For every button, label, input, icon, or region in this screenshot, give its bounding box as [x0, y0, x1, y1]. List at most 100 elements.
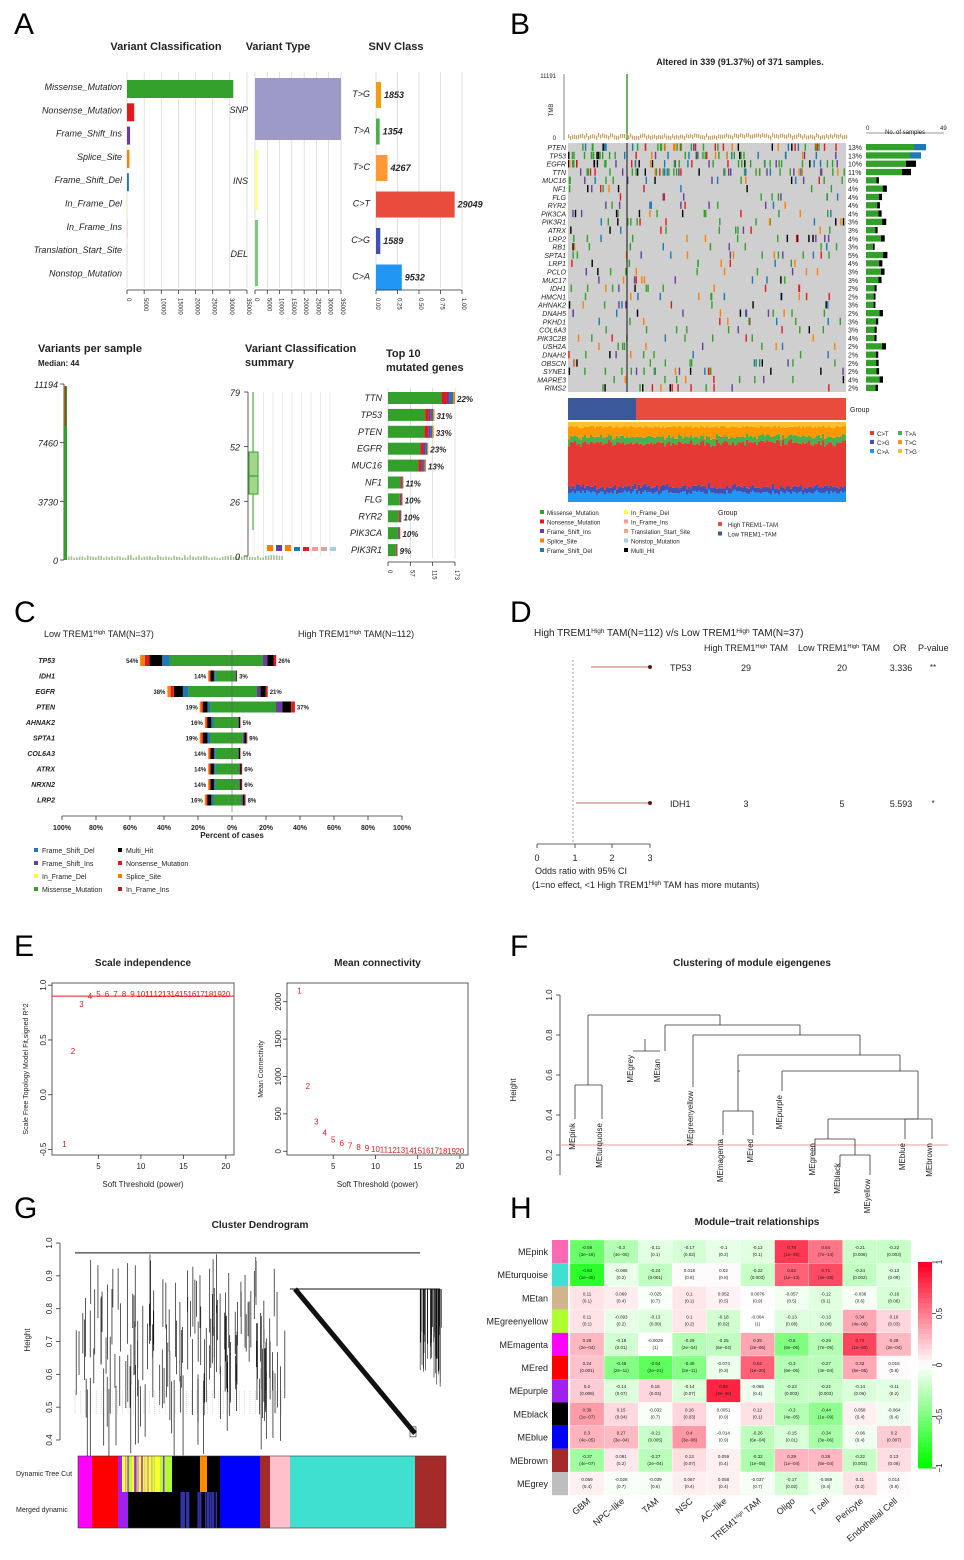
h-cell-pvalue: (0.3)	[719, 1368, 729, 1373]
b-mutation-cell	[843, 168, 845, 176]
c-left-segment	[210, 748, 214, 759]
b-spectrum-bar	[688, 487, 690, 493]
h-cell-pvalue: (0.1)	[753, 1414, 763, 1419]
a1-cat-label: In_Frame_Del	[65, 199, 123, 209]
h-scale-step	[918, 1416, 932, 1423]
b-spectrum-bar	[762, 440, 764, 488]
b-spectrum-bar	[586, 422, 588, 427]
b-spectrum-bar	[638, 484, 640, 492]
b-spectrum-bar	[792, 442, 794, 487]
c-right-segment	[232, 763, 240, 775]
b-mutation-cell	[727, 168, 730, 176]
b-spectrum-bar	[718, 427, 720, 436]
a1-x-tick-label: 5000	[142, 298, 148, 312]
c-right-label: 6%	[244, 768, 253, 774]
b-spectrum-bar	[622, 442, 624, 488]
b-snv-legend-label: T>G	[905, 450, 917, 456]
b-spectrum-bar	[838, 422, 840, 428]
h-scale-step	[918, 1308, 932, 1314]
b-mutation-cell	[777, 143, 779, 151]
a1-x-tick-label: 25000	[211, 298, 217, 315]
b-mutation-cell	[673, 160, 676, 168]
a1-cat-label: In_Frame_Ins	[66, 222, 122, 232]
h-cell-pvalue: (1e−04)	[784, 1461, 800, 1466]
b-spectrum-bar	[664, 485, 666, 491]
c-right-segment	[237, 748, 239, 759]
b-spectrum-bar	[588, 491, 590, 502]
b-mutation-cell	[621, 367, 623, 375]
b-spectrum-bar	[632, 436, 634, 445]
b-spectrum-bar	[584, 434, 586, 442]
a6-bar-segment	[388, 527, 398, 540]
b-mutation-cell	[760, 193, 762, 201]
e1-point-label: 2	[71, 1047, 76, 1056]
g-merged-stripe	[180, 1492, 182, 1528]
b-spectrum-bar	[764, 427, 766, 436]
h-scale-step	[918, 1437, 932, 1443]
b-gene-label: MUC17	[542, 278, 567, 285]
b-spectrum-bar	[702, 422, 704, 427]
b-spectrum-bar	[580, 422, 582, 429]
b-spectrum-bar	[800, 428, 802, 437]
h-row-color	[552, 1286, 568, 1310]
e2-point-label: 3	[314, 1117, 319, 1126]
b-legend-label: Frame_Shift_Ins	[547, 530, 591, 536]
e2-y-tick-label: 1500	[274, 1030, 283, 1048]
e1-point-label: 15	[179, 990, 188, 999]
b-spectrum-bar	[692, 444, 694, 486]
b-mutation-cell	[598, 317, 600, 326]
b-spectrum-bar	[842, 433, 844, 441]
b-mutation-cell	[627, 218, 629, 226]
b-spectrum-bar	[760, 440, 762, 489]
b-spectrum-bar	[694, 422, 696, 427]
h-cell-pvalue: (0.06)	[888, 1298, 900, 1303]
b-spectrum-bar	[836, 436, 838, 443]
b-spectrum-bar	[660, 436, 662, 443]
b-spectrum-bar	[574, 488, 576, 494]
b-spectrum-bar	[602, 486, 604, 492]
b-mutation-cell	[638, 160, 640, 168]
b-spectrum-bar	[704, 427, 706, 440]
b-mutation-cell	[690, 143, 693, 151]
b-mutation-cell	[645, 342, 647, 350]
b-legend-label: Splice_Site	[547, 540, 578, 546]
e1-point-label: 10	[136, 990, 145, 999]
b-mutation-cell	[621, 342, 624, 350]
a6-bar-segment	[420, 442, 424, 455]
b-spectrum-bar	[578, 491, 580, 502]
h-cell-value: 0.091	[616, 1454, 628, 1459]
b-spectrum-bar	[602, 422, 604, 428]
b-mutation-cell	[644, 168, 647, 176]
h-scale-step	[918, 1298, 932, 1304]
e2-y-tick-label: 1000	[274, 1067, 283, 1085]
a6-data-label: 11%	[405, 480, 420, 489]
b-spectrum-bar	[778, 440, 780, 490]
h-row-label: MEpink	[518, 1247, 549, 1257]
h-cell-pvalue: (0.4)	[753, 1391, 763, 1396]
b-count-bar	[866, 193, 879, 201]
b-spectrum-bar	[758, 492, 760, 502]
g-y-tick-label: 1.0	[45, 1237, 54, 1249]
a6-cat-label: TTN	[365, 393, 383, 403]
b-spectrum-bar	[738, 427, 740, 437]
h-cell-pvalue: (0.01)	[786, 1438, 798, 1443]
b-spectrum-bar	[646, 486, 648, 493]
e2-x-tick-label: 5	[331, 1162, 336, 1171]
b-spectrum-bar	[662, 484, 664, 492]
b-spectrum-bar	[762, 427, 764, 435]
b-spectrum-bar	[642, 427, 644, 438]
g-merged-block	[92, 1492, 118, 1528]
b-mutation-cell	[684, 201, 686, 209]
b-mutation-cell	[674, 143, 676, 151]
c-left-segment	[213, 779, 216, 790]
h-cell-pvalue: (0.5)	[719, 1298, 729, 1303]
b-mutation-cell	[787, 359, 789, 367]
a5-box-small	[303, 547, 309, 551]
b-spectrum-bar	[634, 427, 636, 438]
b-spectrum-bar	[750, 492, 752, 502]
d-x-tick-label: 3	[647, 853, 652, 863]
b-spectrum-bar	[644, 490, 646, 502]
b-spectrum-bar	[828, 442, 830, 488]
b-mutation-cell	[826, 243, 828, 251]
b-spectrum-bar	[578, 443, 580, 485]
